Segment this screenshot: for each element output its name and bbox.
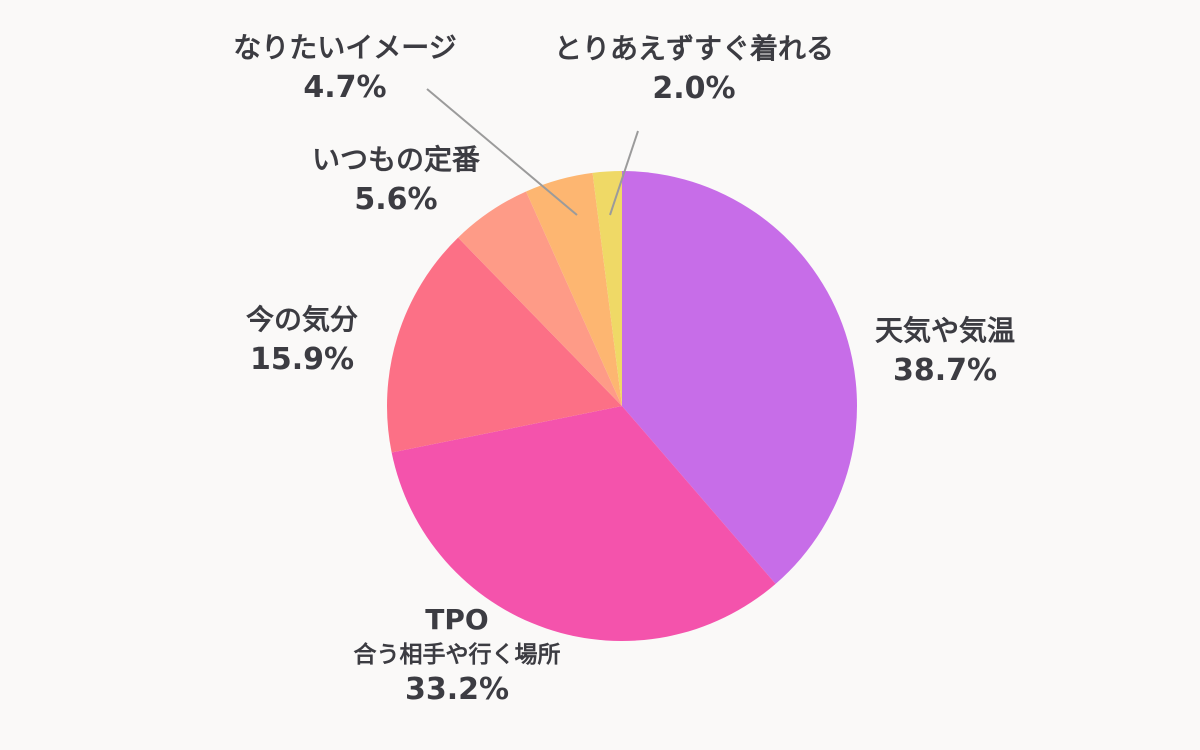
pie-slice-2 <box>387 237 622 453</box>
slice-label-teiban-percent: 5.6% <box>354 182 438 217</box>
slice-label-weather-percent: 38.7% <box>892 353 998 388</box>
pie-slice-1 <box>391 406 776 641</box>
slice-label-mood-name: 今の気分 <box>245 303 359 336</box>
slice-label-mood-percent: 15.9% <box>249 342 355 377</box>
slice-label-teiban: いつもの定番 5.6% <box>312 140 480 220</box>
slice-label-tpo: TPO 合う相手や行く場所 33.2% <box>354 601 561 708</box>
leader-line-naritai-image <box>426 88 578 216</box>
slice-label-tpo-subtitle: 合う相手や行く場所 <box>353 642 561 668</box>
slice-label-toriaezu-name: とりあえずすぐ着れる <box>553 32 835 65</box>
leader-line-toriaezu <box>609 130 639 216</box>
slice-label-toriaezu: とりあえずすぐ着れる 2.0% <box>554 29 834 109</box>
slice-label-toriaezu-percent: 2.0% <box>652 71 736 106</box>
slice-label-tpo-name: TPO <box>425 603 489 636</box>
slice-label-teiban-name: いつもの定番 <box>311 143 481 176</box>
slice-label-mood: 今の気分 15.9% <box>246 300 358 380</box>
pie-slices <box>387 171 858 641</box>
slice-label-naritai-image-name: なりたいイメージ <box>233 31 457 64</box>
slice-label-naritai-image-percent: 4.7% <box>303 70 387 105</box>
pie-slice-3 <box>458 191 622 406</box>
pie-slice-5 <box>592 171 622 406</box>
slice-label-tpo-percent: 33.2% <box>404 672 510 707</box>
slice-label-naritai-image: なりたいイメージ 4.7% <box>233 28 456 108</box>
pie-slice-0 <box>622 171 858 584</box>
slice-label-weather: 天気や気温 38.7% <box>875 311 1015 391</box>
pie-slice-4 <box>526 172 622 406</box>
slice-label-weather-name: 天気や気温 <box>874 314 1016 347</box>
